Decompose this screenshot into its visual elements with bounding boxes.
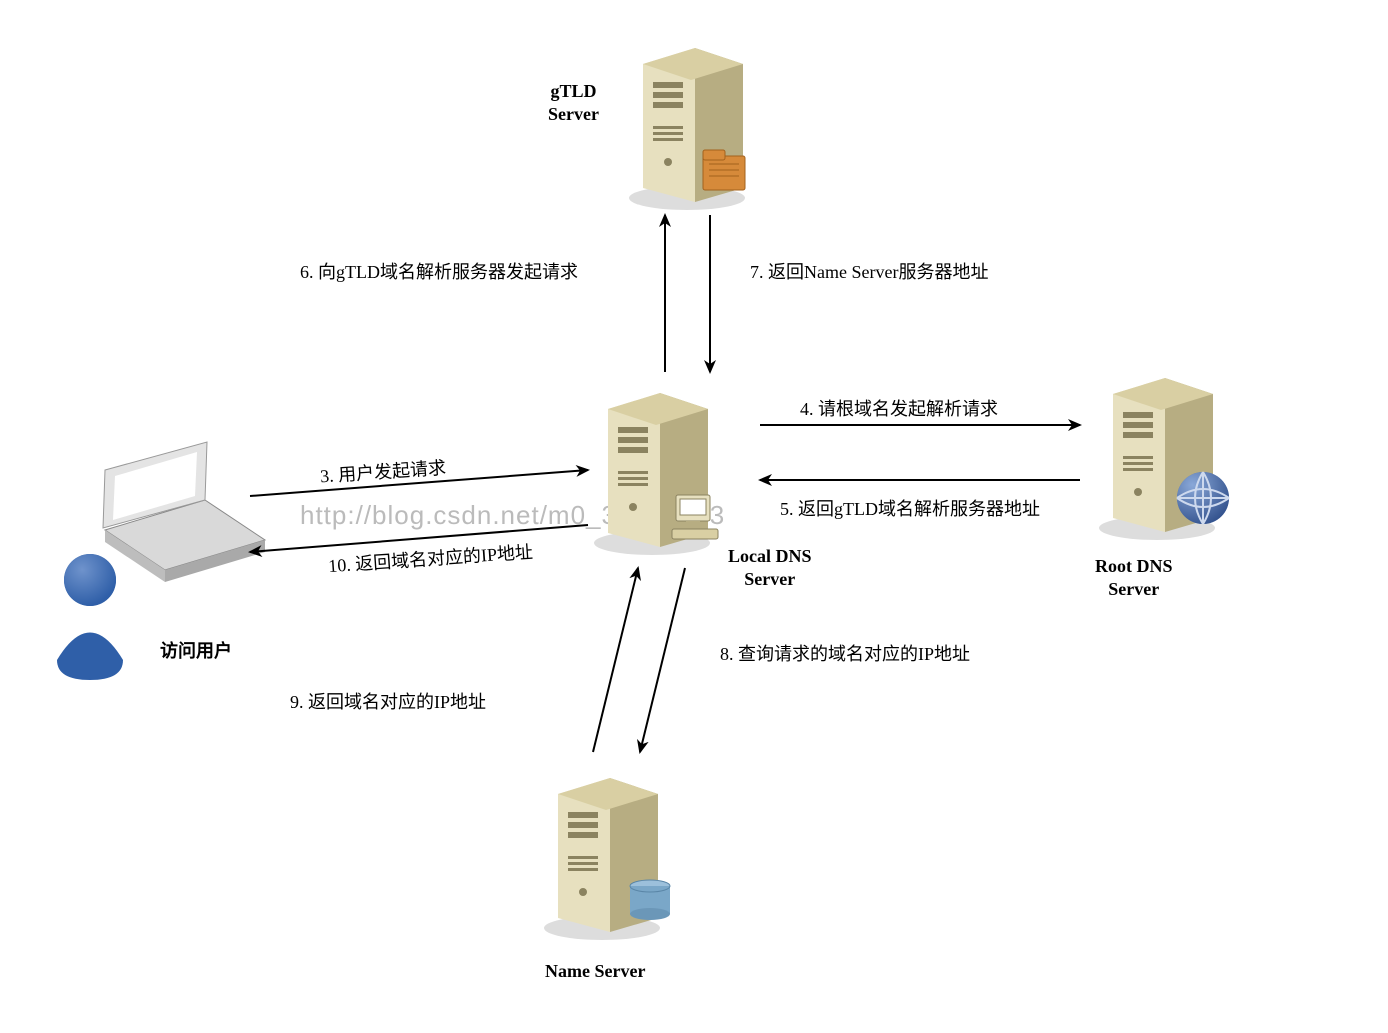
local-label: Local DNS Server xyxy=(728,545,812,592)
local-dns-server-icon xyxy=(594,393,718,555)
edge-3-label: 3. 用户发起请求 xyxy=(319,454,447,489)
edge-7-label: 7. 返回Name Server服务器地址 xyxy=(750,258,988,284)
edge-5-label: 5. 返回gTLD域名解析服务器地址 xyxy=(780,495,1040,521)
nsrv-label: Name Server xyxy=(545,960,645,983)
edge-10-label: 10. 返回域名对应的IP地址 xyxy=(327,538,533,578)
edge-9-label: 9. 返回域名对应的IP地址 xyxy=(290,688,486,714)
user-label: 访问用户 xyxy=(160,640,232,663)
root-label: Root DNS Server xyxy=(1095,555,1173,602)
edge-9-arrow xyxy=(593,568,638,752)
gtld-label: gTLD Server xyxy=(548,80,599,127)
edge-6-label: 6. 向gTLD域名解析服务器发起请求 xyxy=(300,258,578,284)
edge-8-arrow xyxy=(640,568,685,752)
gtld-server-icon xyxy=(629,48,745,210)
edge-8-label: 8. 查询请求的域名对应的IP地址 xyxy=(720,640,970,666)
overlay-svg xyxy=(0,0,1388,1033)
root-dns-server-icon xyxy=(1099,378,1229,540)
watermark-text: http://blog.csdn.net/m0_37812513 xyxy=(300,500,725,531)
diagram-stage: http://blog.csdn.net/m0_37812513 xyxy=(0,0,1388,1033)
name-server-icon xyxy=(544,778,670,940)
edge-4-label: 4. 请根域名发起解析请求 xyxy=(800,395,998,421)
